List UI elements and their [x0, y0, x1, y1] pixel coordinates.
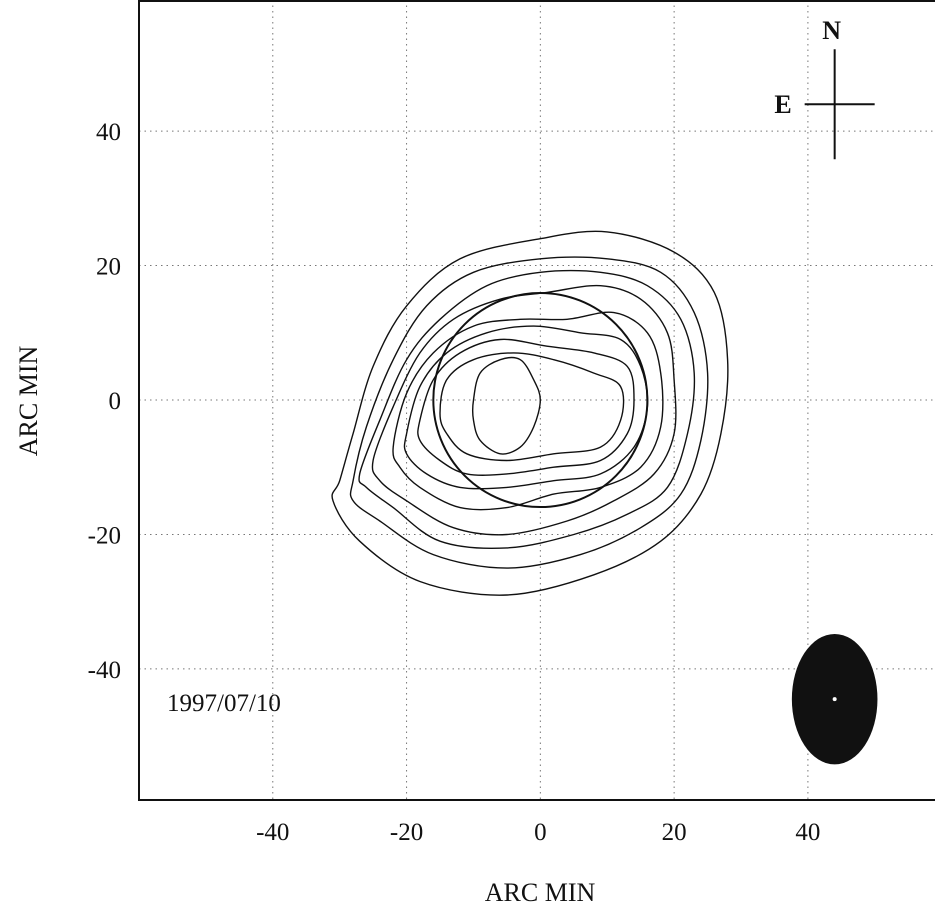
compass-north-label: N — [822, 16, 841, 45]
contour-level-6 — [403, 325, 649, 490]
contour-level-2 — [349, 256, 709, 569]
plot-frame — [138, 0, 935, 801]
date-annotation: 1997/07/10 — [167, 690, 281, 717]
contour-level-9 — [471, 356, 542, 455]
y-tick-label: -20 — [88, 522, 121, 549]
solar-disk-circle — [432, 291, 649, 509]
contour-level-4 — [371, 284, 677, 536]
contour-level-5 — [392, 311, 664, 511]
contour-level-3 — [358, 269, 696, 549]
x-tick-label: 20 — [662, 819, 687, 846]
y-tick-label: 0 — [109, 388, 122, 415]
x-tick-labels: -40 -20 0 20 40 — [256, 819, 820, 846]
x-axis-label: ARC MIN — [485, 878, 596, 907]
y-tick-labels: 40 20 0 -20 -40 — [88, 119, 121, 684]
beam-center-dot — [832, 697, 837, 702]
y-axis-label: ARC MIN — [14, 346, 43, 457]
x-tick-label: -40 — [256, 819, 289, 846]
contour-lines — [331, 230, 729, 596]
contour-level-8 — [439, 352, 625, 462]
y-tick-label: 40 — [96, 119, 121, 146]
compass: N E — [774, 16, 875, 160]
compass-east-label: E — [774, 90, 791, 119]
y-tick-label: -40 — [88, 657, 121, 684]
contour-level-7 — [417, 338, 635, 476]
contour-level-1 — [331, 230, 729, 596]
x-tick-label: -20 — [390, 819, 423, 846]
y-tick-label: 20 — [96, 254, 121, 281]
x-tick-label: 40 — [795, 819, 820, 846]
x-tick-label: 0 — [534, 819, 547, 846]
